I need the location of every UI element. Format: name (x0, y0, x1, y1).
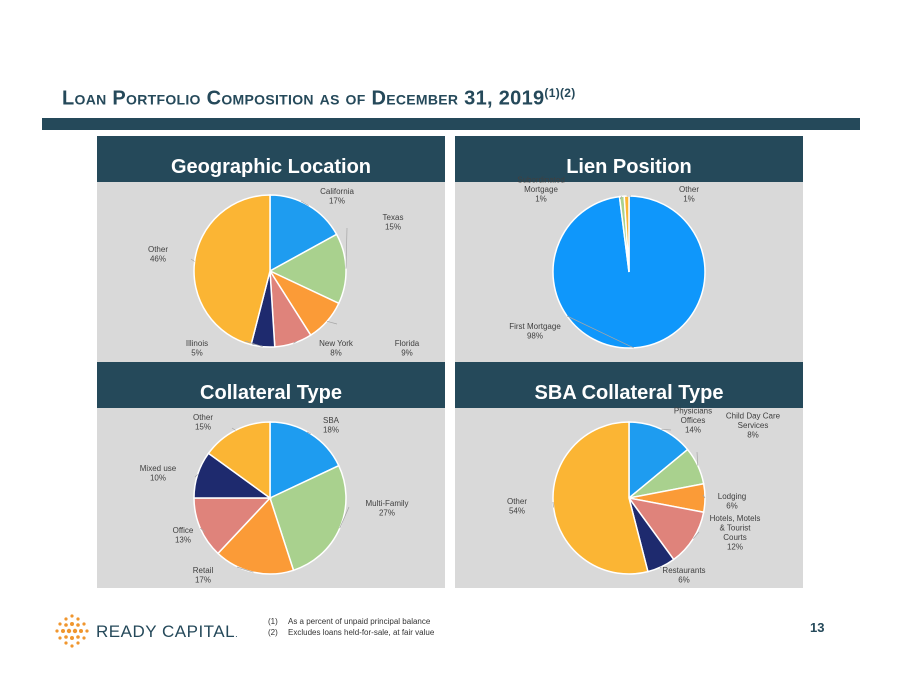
slice-label-other: Other 15% (193, 413, 213, 432)
slice-label-hotels-motels-tourist-courts: Hotels, Motels & Tourist Courts 12% (710, 514, 761, 552)
slice-label-subordinated-mortgage: Subordinated Mortgage 1% (517, 176, 565, 204)
logo-mark: . (235, 629, 239, 639)
lien-position-pie-chart: First Mortgage 98% Subordinated Mortgage 1% O… (509, 176, 706, 349)
pie-slice-other (193, 194, 271, 346)
footnotes: (1) As a percent of unpaid principal bala… (268, 616, 434, 638)
page-number: 13 (810, 620, 825, 635)
footnote-2: (2) Excludes loans held-for-sale, at fair… (268, 628, 435, 637)
footnote-1: (1) As a percent of unpaid principal bala… (268, 617, 431, 626)
pie-slice-office (193, 497, 272, 555)
title-rule (42, 118, 860, 130)
slice-label-florida: Florida 9% (395, 339, 420, 358)
panel-title: Geographic Location (97, 136, 445, 182)
collateral-type-pie-chart: SBA 18% Multi-Family 27% Retail 17% Office 13% M… (140, 413, 409, 585)
slice-label-first-mortgage: First Mortgage 98% (509, 322, 561, 341)
logo-text: READY CAPITAL (96, 622, 236, 641)
collateral-type-panel: Collateral Type SBA 18% Multi-Family 27% Ret… (97, 362, 445, 588)
leader-line (661, 428, 672, 431)
leader-line (236, 566, 254, 573)
leader-line (300, 200, 309, 206)
leader-line (659, 566, 662, 569)
leader-line (200, 527, 206, 533)
logo-dot-grid-icon (55, 614, 89, 648)
pie-slice-physicians-offices (628, 421, 689, 500)
leader-line (306, 431, 311, 435)
pie-slice-other (552, 421, 649, 575)
pie-slice-sba (269, 421, 340, 500)
slice-label-child-day-care-services: Child Day Care Services 8% (726, 412, 781, 440)
slice-label-other: Other 54% (507, 497, 527, 516)
panel-title: SBA Collateral Type (455, 362, 803, 408)
leader-line (702, 494, 706, 499)
geographic-location-panel: Geographic Location California 17% Texas 15… (97, 136, 445, 362)
lien-position-panel: Lien Position First Mortgage 98% Subordina… (455, 136, 803, 362)
sba-collateral-type-pie-chart: Physicians Offices 14% Child Day Care Servic… (507, 407, 781, 585)
leader-line (231, 427, 236, 431)
slice-label-physicians-offices: Physicians Offices 14% (674, 407, 712, 435)
leader-line (566, 315, 634, 349)
slice-label-other: Other 46% (148, 245, 168, 264)
leader-line (244, 340, 263, 348)
panel-title: Collateral Type (97, 362, 445, 408)
leader-line (339, 506, 350, 529)
pie-slice-retail (216, 496, 295, 575)
pie-slice-texas (268, 233, 347, 305)
leader-line (552, 501, 554, 508)
slice-label-illinois: Illinois 5% (186, 339, 208, 358)
leader-line (190, 258, 195, 262)
leader-line (345, 227, 348, 269)
slice-label-california: California 17% (320, 187, 354, 206)
leader-line (194, 474, 198, 478)
slice-label-sba: SBA 18% (323, 416, 340, 435)
page-title: Loan Portfolio Composition as of Decembe… (62, 86, 576, 110)
leader-line (619, 196, 623, 200)
slice-label-multi-family: Multi-Family 27% (365, 499, 408, 518)
leader-line (696, 451, 699, 466)
title-footnote-ref: (1)(2) (544, 86, 576, 100)
geographic-location-pie-chart: California 17% Texas 15% Florida 9% New York 8%… (148, 187, 420, 358)
slice-label-office: Office 13% (173, 526, 194, 545)
leader-line (692, 531, 700, 539)
ready-capital-logo: READY CAPITAL. (52, 612, 242, 652)
slice-label-new-york: New York 8% (319, 339, 354, 358)
slice-label-texas: Texas 15% (383, 213, 404, 232)
leader-line (293, 340, 298, 344)
slice-label-restaurants: Restaurants 6% (662, 566, 705, 585)
slice-label-lodging: Lodging 6% (718, 492, 746, 511)
slice-label-other: Other 1% (679, 185, 699, 204)
leader-line (326, 320, 338, 325)
slice-label-mixed-use: Mixed use 10% (140, 464, 177, 483)
sba-collateral-type-panel: SBA Collateral Type Physicians Offices 14%… (455, 362, 803, 588)
slice-label-retail: Retail 17% (193, 566, 214, 585)
panel-title: Lien Position (455, 136, 803, 182)
